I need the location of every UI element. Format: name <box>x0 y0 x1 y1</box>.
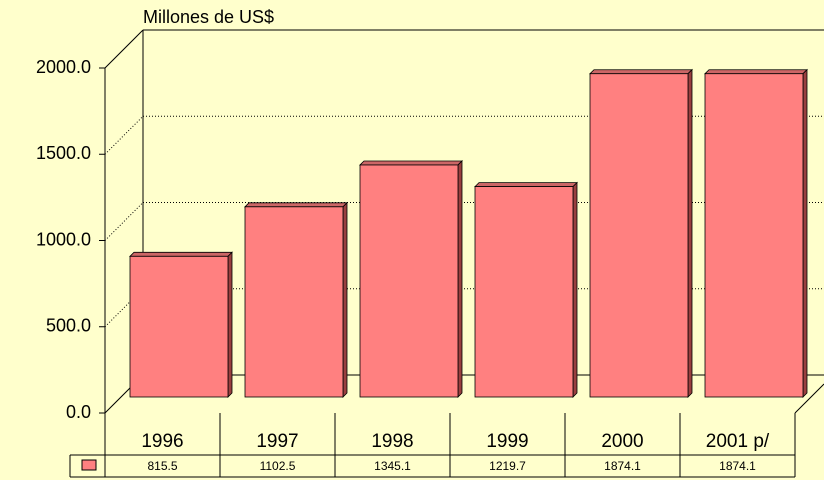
y-tick-label: 1000.0 <box>36 229 91 249</box>
x-tick-label: 1997 <box>256 431 298 452</box>
bar-side <box>342 201 348 398</box>
bar <box>474 186 574 398</box>
data-label: 1219.7 <box>489 459 526 473</box>
y-tick-label: 0.0 <box>66 402 91 422</box>
data-label: 815.5 <box>147 459 177 473</box>
bar-side <box>227 251 233 398</box>
bar-side <box>572 181 578 398</box>
x-tick-label: 1996 <box>141 431 183 452</box>
bar-side <box>457 160 463 398</box>
wall-edge <box>104 29 144 69</box>
bar-top <box>474 182 578 188</box>
data-label: 1102.5 <box>260 459 296 473</box>
bar-top <box>589 69 693 75</box>
data-label: 1874.1 <box>719 459 756 473</box>
bar <box>359 164 459 398</box>
bar <box>244 206 344 398</box>
y-axis-label: Millones de US$ <box>143 7 274 27</box>
bar <box>129 255 229 398</box>
bar-top <box>244 202 348 208</box>
bar-top <box>359 160 463 166</box>
y-tick-label: 2000.0 <box>36 57 91 77</box>
x-tick-label: 1998 <box>371 431 413 452</box>
x-tick-label: 2001 p/ <box>706 431 770 452</box>
y-tick-label: 500.0 <box>46 316 91 336</box>
y-tick-label: 1500.0 <box>36 143 91 163</box>
x-tick-label: 2000 <box>601 431 643 452</box>
bar <box>589 73 689 398</box>
data-label: 1874.1 <box>604 459 641 473</box>
data-label: 1345.1 <box>374 459 411 473</box>
floor-edge <box>794 383 824 414</box>
bar-side <box>687 68 693 398</box>
bar-top <box>704 69 808 75</box>
legend-key <box>81 459 97 471</box>
bar <box>704 73 804 398</box>
bar-side <box>802 68 808 398</box>
bar-top <box>129 251 233 257</box>
x-tick-label: 1999 <box>486 431 528 452</box>
